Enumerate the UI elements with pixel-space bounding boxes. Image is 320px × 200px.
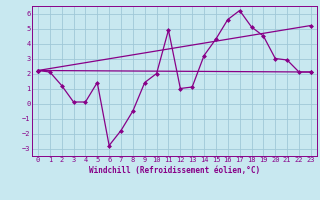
X-axis label: Windchill (Refroidissement éolien,°C): Windchill (Refroidissement éolien,°C) — [89, 166, 260, 175]
